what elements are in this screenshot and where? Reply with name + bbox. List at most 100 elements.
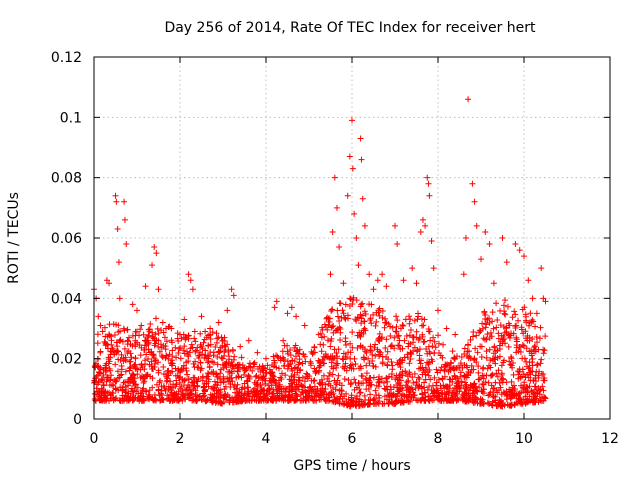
data-point (198, 343, 205, 350)
data-point (217, 366, 224, 373)
data-point (239, 362, 246, 369)
data-point (217, 348, 224, 355)
data-point (494, 373, 501, 380)
data-point (512, 311, 519, 318)
data-point (433, 379, 440, 386)
data-point (307, 362, 314, 369)
data-point (206, 364, 213, 371)
data-point (396, 386, 403, 393)
data-point (366, 271, 373, 278)
data-point (481, 309, 488, 316)
data-point (422, 222, 429, 229)
data-point (515, 317, 522, 324)
data-point (198, 313, 205, 320)
data-point (342, 338, 349, 345)
data-point (244, 389, 251, 396)
data-point (492, 354, 499, 361)
data-point (137, 352, 144, 359)
data-point (340, 310, 347, 317)
data-point (130, 363, 137, 370)
data-point (324, 314, 331, 321)
data-point (257, 381, 264, 388)
data-point (157, 341, 164, 348)
data-point (181, 377, 188, 384)
data-point (203, 380, 210, 387)
data-point (329, 228, 336, 235)
data-point (375, 379, 382, 386)
data-point (372, 387, 379, 394)
data-point (172, 365, 179, 372)
data-point (168, 360, 175, 367)
data-point (488, 333, 495, 340)
data-point (120, 379, 127, 386)
data-point (274, 392, 281, 399)
data-point (154, 325, 161, 332)
data-point (361, 318, 368, 325)
data-point (125, 382, 132, 389)
data-point (174, 372, 181, 379)
data-point (475, 363, 482, 370)
data-point (407, 356, 414, 363)
x-tick-label: 10 (515, 431, 533, 447)
data-point (294, 369, 301, 376)
data-point (361, 222, 368, 229)
data-point (214, 390, 221, 397)
data-point (164, 392, 171, 399)
data-point (350, 401, 357, 408)
data-point (379, 353, 386, 360)
data-point (95, 363, 102, 370)
data-point (526, 383, 533, 390)
data-point (318, 334, 325, 341)
data-point (147, 321, 154, 328)
data-point (150, 397, 157, 404)
data-point (347, 349, 354, 356)
data-point (516, 394, 523, 401)
data-point (406, 385, 413, 392)
data-point (209, 385, 216, 392)
data-point (370, 396, 377, 403)
data-point (421, 338, 428, 345)
data-point (155, 359, 162, 366)
data-point (100, 382, 107, 389)
data-point (276, 396, 283, 403)
data-point (194, 344, 201, 351)
data-point (339, 355, 346, 362)
data-point (532, 378, 539, 385)
data-point (142, 357, 149, 364)
data-point (349, 344, 356, 351)
data-point (465, 96, 472, 103)
data-point (157, 397, 164, 404)
data-point (344, 402, 351, 409)
data-point (331, 394, 338, 401)
data-point (130, 380, 137, 387)
data-point (146, 328, 153, 335)
data-point (534, 361, 541, 368)
data-point (538, 265, 545, 272)
data-point (317, 330, 324, 337)
data-point (457, 373, 464, 380)
data-point (116, 295, 123, 302)
data-point (506, 386, 513, 393)
data-point (164, 375, 171, 382)
data-point (402, 316, 409, 323)
data-point (409, 265, 416, 272)
data-point (147, 373, 154, 380)
data-point (178, 335, 185, 342)
data-point (95, 369, 102, 376)
data-point (155, 286, 162, 293)
data-point (153, 381, 160, 388)
data-point (280, 356, 287, 363)
data-point (482, 379, 489, 386)
data-point (173, 354, 180, 361)
data-point (443, 325, 450, 332)
data-point (311, 397, 318, 404)
data-point (217, 344, 224, 351)
data-point (414, 347, 421, 354)
data-point (95, 379, 102, 386)
data-point (439, 389, 446, 396)
data-point (100, 386, 107, 393)
data-point (230, 292, 237, 299)
data-point (344, 312, 351, 319)
data-point (149, 351, 156, 358)
data-point (317, 392, 324, 399)
